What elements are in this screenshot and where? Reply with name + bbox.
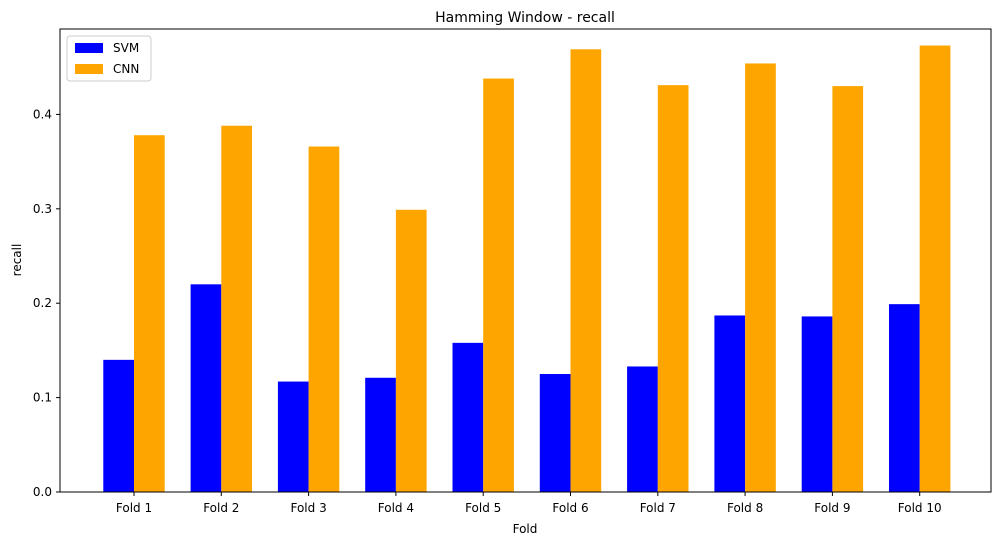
bar-cnn-2 — [221, 125, 252, 492]
bar-cnn-5 — [483, 78, 514, 492]
x-tick-label: Fold 4 — [378, 501, 414, 515]
chart-title: Hamming Window - recall — [435, 10, 615, 26]
x-tick-label: Fold 2 — [203, 501, 239, 515]
bar-svm-3 — [277, 381, 309, 492]
bars-group — [103, 45, 951, 493]
x-tick-label: Fold 3 — [290, 501, 326, 515]
x-tick-label: Fold 1 — [116, 501, 152, 515]
bar-svm-7 — [627, 366, 658, 492]
bar-svm-5 — [452, 342, 484, 492]
bar-cnn-4 — [395, 209, 427, 492]
plot-frame — [59, 28, 992, 493]
x-tick-label: Fold 5 — [465, 501, 501, 515]
y-tick-label: 0.3 — [33, 202, 52, 216]
bar-cnn-8 — [745, 63, 776, 492]
bar-cnn-3 — [308, 146, 340, 492]
x-axis-ticks: Fold 1 Fold 2 Fold 3 Fold 4 Fold 5 Fold 6 Fold… — [116, 492, 942, 515]
y-tick-label: 0.0 — [33, 485, 52, 499]
bar-cnn-9 — [832, 86, 864, 493]
x-tick-label: Fold 8 — [727, 501, 763, 515]
bar-svm-10 — [889, 304, 920, 492]
legend-swatch-cnn — [75, 64, 103, 74]
bar-svm-9 — [801, 316, 833, 492]
bar-svm-4 — [365, 377, 396, 492]
bar-cnn-10 — [919, 45, 951, 493]
bar-cnn-7 — [657, 85, 689, 492]
y-tick-label: 0.4 — [33, 107, 52, 121]
y-axis-label: recall — [10, 244, 24, 277]
y-tick-label: 0.2 — [33, 296, 52, 310]
y-tick-label: 0.1 — [33, 391, 52, 405]
x-axis-label: Fold — [513, 522, 538, 536]
x-tick-label: Fold 10 — [898, 501, 942, 515]
legend-swatch-svm — [75, 43, 103, 53]
bar-cnn-6 — [570, 49, 602, 492]
bar-cnn-1 — [134, 135, 165, 492]
x-tick-label: Fold 9 — [814, 501, 850, 515]
bar-svm-1 — [103, 359, 134, 492]
bar-svm-2 — [190, 284, 222, 492]
y-axis-ticks: 0.0 0.1 0.2 0.3 0.4 — [33, 107, 60, 499]
bar-svm-8 — [714, 315, 746, 492]
bar-svm-6 — [539, 374, 571, 492]
x-tick-label: Fold 7 — [640, 501, 676, 515]
legend-label-svm: SVM — [113, 41, 139, 55]
legend: SVM CNN — [66, 35, 152, 82]
legend-label-cnn: CNN — [113, 62, 139, 76]
x-tick-label: Fold 6 — [552, 501, 588, 515]
